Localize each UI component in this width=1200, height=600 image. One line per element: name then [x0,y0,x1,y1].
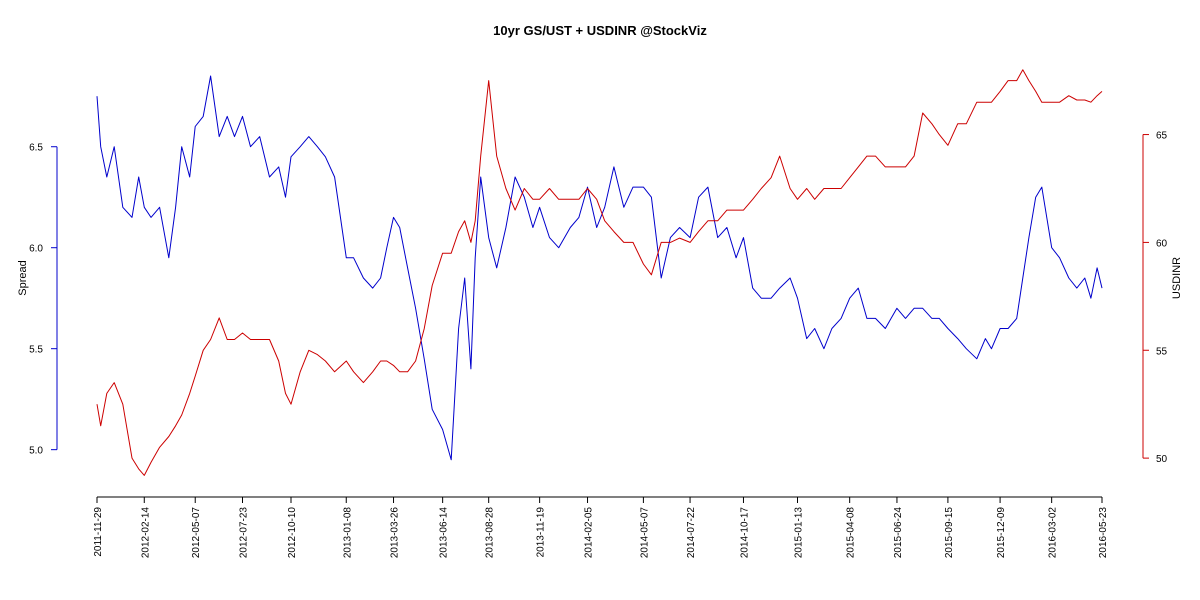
left-y-axis: 5.0 5.5 6.0 6.5 [29,143,58,457]
left-tick-label: 6.5 [29,143,43,154]
left-axis-title: Spread [17,260,29,295]
x-tick-label: 2015-09-15 [944,507,955,559]
left-tick-label: 5.0 [29,446,43,457]
chart-title: 10yr GS/UST + USDINR @StockViz [493,23,707,38]
x-tick-label: 2012-02-14 [140,507,151,559]
series-line-usdinr [96,69,1103,476]
x-tick-label: 2012-10-10 [287,507,298,559]
x-tick-label: 2011-11-29 [93,507,104,557]
x-tick-label: 2013-08-28 [485,507,496,559]
right-tick-label: 65 [1156,131,1168,142]
x-tick-label: 2012-07-23 [239,507,250,559]
x-tick-label: 2013-03-26 [390,507,401,559]
x-tick-label: 2015-04-08 [846,507,857,559]
x-tick-label: 2014-07-22 [686,507,697,559]
left-tick-label: 5.5 [29,345,43,356]
series-line-spread [96,75,1103,461]
x-tick-label: 2014-10-17 [739,507,750,559]
x-tick-label: 2015-06-24 [893,507,904,559]
x-tick-label: 2015-12-09 [996,507,1007,559]
right-tick-label: 55 [1156,346,1168,357]
x-tick-label: 2014-05-07 [639,507,650,559]
x-axis: 2011-11-29 2012-02-14 2012-05-07 2012-07-23… [93,496,1109,559]
series-layer [96,69,1103,476]
left-tick-label: 6.0 [29,244,43,255]
x-tick-label: 2016-05-23 [1098,507,1109,559]
x-tick-label: 2014-02-05 [584,507,595,559]
x-tick-label: 2016-03-02 [1048,507,1059,559]
x-tick-label: 2015-01-13 [793,507,804,559]
right-y-axis: 50 55 60 65 [1142,131,1168,465]
right-tick-label: 50 [1156,454,1168,465]
right-axis-title: USDINR [1171,257,1183,299]
x-tick-label: 2013-11-19 [536,507,547,558]
x-tick-label: 2012-05-07 [191,507,202,559]
x-tick-label: 2013-01-08 [342,507,353,559]
right-tick-label: 60 [1156,238,1168,249]
x-tick-label: 2013-06-14 [439,507,450,559]
